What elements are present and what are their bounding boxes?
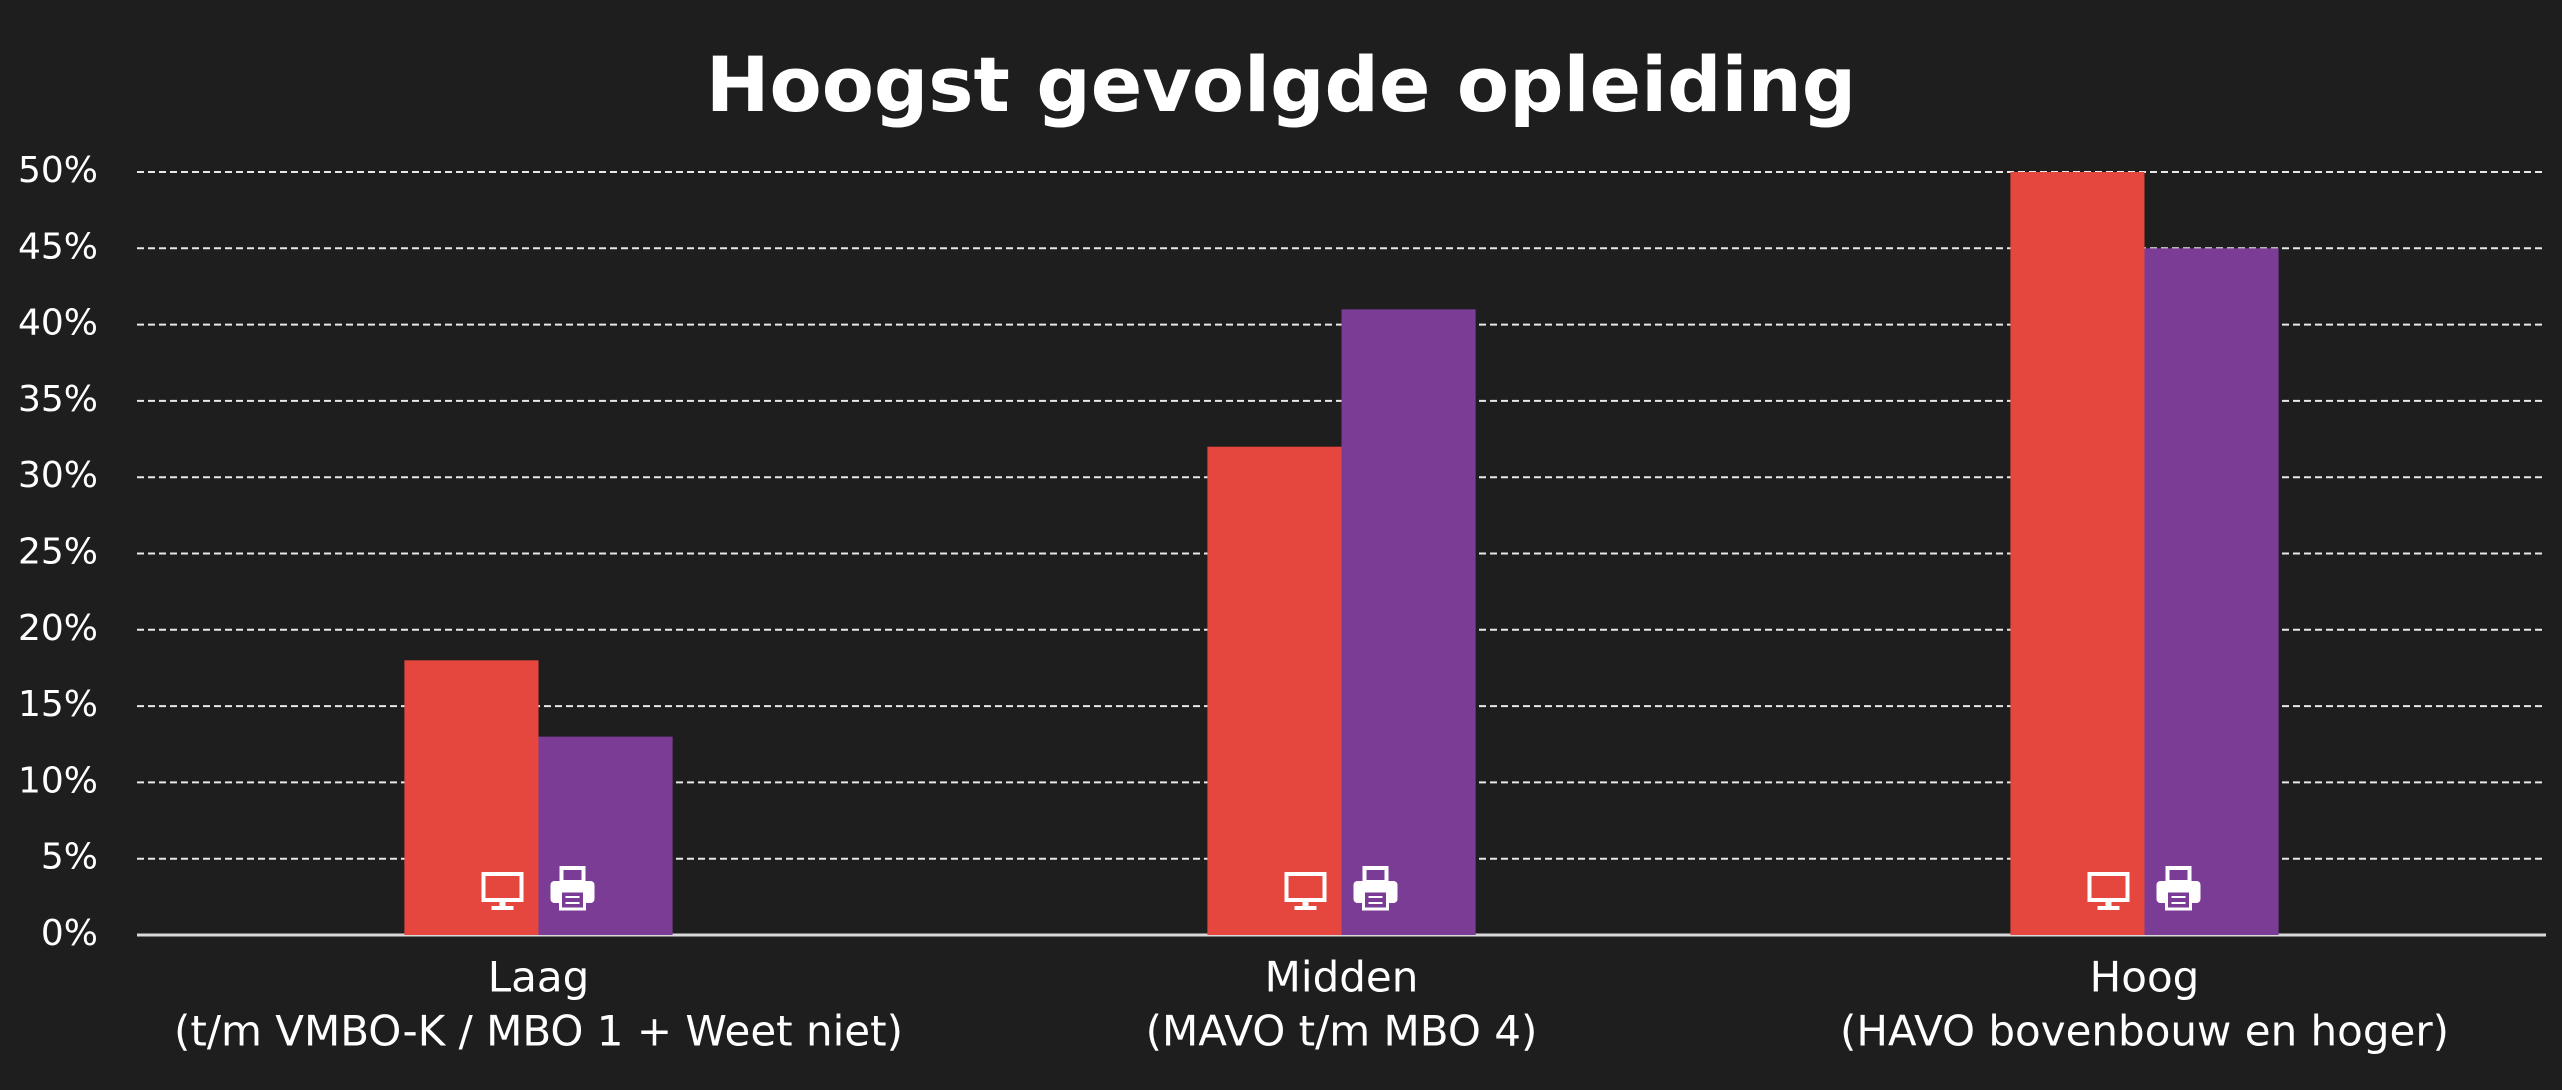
y-tick-label: 15% xyxy=(18,684,98,725)
x-tick-label: (MAVO t/m MBO 4) xyxy=(1146,1007,1538,1056)
icon-part xyxy=(2105,900,2112,907)
x-tick-label: Laag xyxy=(488,953,590,1002)
series-icon xyxy=(550,866,595,911)
icon-part xyxy=(2097,906,2120,910)
bar xyxy=(1207,446,1342,935)
y-tick-label: 0% xyxy=(41,913,98,954)
icon-part xyxy=(1294,906,1317,910)
y-tick-label: 20% xyxy=(18,608,98,649)
y-tick-label: 25% xyxy=(18,532,98,573)
y-tick-label: 35% xyxy=(18,379,98,420)
series-icon xyxy=(1284,872,1327,910)
y-tick-label: 40% xyxy=(18,303,98,344)
icon-part xyxy=(491,906,514,910)
x-tick-label: (t/m VMBO-K / MBO 1 + Weet niet) xyxy=(174,1007,903,1056)
series-icon xyxy=(481,872,524,910)
bar xyxy=(404,660,539,935)
y-tick-label: 5% xyxy=(41,837,98,878)
icon-part xyxy=(1302,900,1309,907)
x-tick-label: Hoog xyxy=(2090,953,2200,1002)
x-tick-label: (HAVO bovenbouw en hoger) xyxy=(1840,1007,2449,1056)
bar xyxy=(1341,309,1476,936)
y-tick-label: 30% xyxy=(18,455,98,496)
y-tick-label: 50% xyxy=(18,150,98,191)
icon-part xyxy=(559,889,586,911)
bar xyxy=(538,736,673,935)
y-tick-label: 10% xyxy=(18,760,98,801)
icon-part xyxy=(499,900,506,907)
series-icon xyxy=(2087,872,2130,910)
icon-part xyxy=(1362,889,1389,911)
x-tick-label: Midden xyxy=(1265,953,1419,1002)
bar xyxy=(2144,248,2279,936)
bar xyxy=(2010,172,2145,935)
chart-title: Hoogst gevolgde opleiding xyxy=(706,40,1856,129)
series-icon xyxy=(2156,866,2201,911)
series-icon xyxy=(1353,866,1398,911)
icon-part xyxy=(2165,889,2192,911)
y-tick-label: 45% xyxy=(18,226,98,267)
